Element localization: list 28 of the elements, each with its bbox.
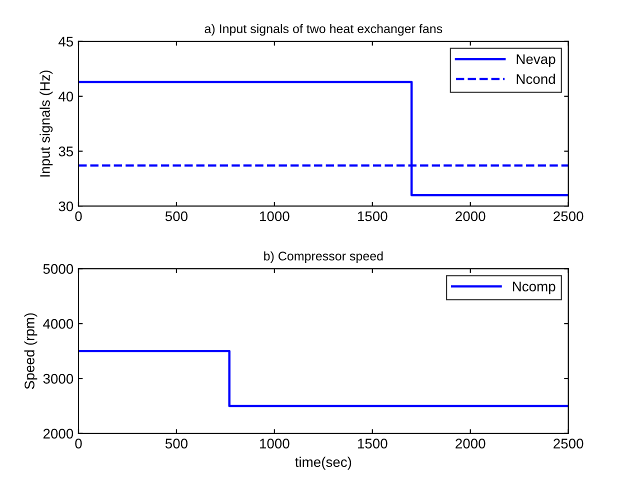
x-tick-label: 1500 bbox=[358, 211, 388, 222]
y-tick-label: 30 bbox=[58, 201, 74, 212]
chart-title: a) Input signals of two heat exchanger fans bbox=[204, 24, 442, 36]
y-tick-label: 2000 bbox=[43, 428, 74, 439]
legend-label: Ncond bbox=[516, 74, 555, 84]
legend-label: Nevap bbox=[516, 54, 556, 67]
x-tick-label: 500 bbox=[165, 438, 188, 448]
y-tick-label: 3000 bbox=[43, 374, 74, 384]
x-tick-label: 2000 bbox=[456, 211, 486, 222]
x-tick-label: 500 bbox=[165, 211, 188, 222]
x-tick-label: 1000 bbox=[260, 211, 290, 222]
x-tick-label: 2500 bbox=[554, 438, 584, 448]
y-tick-label: 5000 bbox=[43, 264, 74, 274]
y-tick-label: 4000 bbox=[43, 318, 74, 329]
x-tick-label: 2000 bbox=[456, 438, 486, 448]
y-tick-label: 40 bbox=[58, 92, 74, 102]
y-tick-label: 35 bbox=[58, 146, 74, 156]
chart-title: b) Compressor speed bbox=[264, 251, 383, 263]
y-axis-title: Input signals (Hz) bbox=[40, 70, 53, 177]
x-tick-label: 1000 bbox=[260, 438, 290, 448]
y-tick-label: 45 bbox=[58, 36, 74, 47]
y-axis-title: Speed (rpm) bbox=[24, 313, 38, 390]
x-tick-label: 2500 bbox=[554, 211, 584, 222]
legend-label: Ncomp bbox=[512, 282, 556, 294]
x-axis-title: time(sec) bbox=[295, 456, 352, 470]
x-tick-label: 0 bbox=[75, 438, 82, 448]
x-tick-label: 0 bbox=[75, 211, 82, 222]
x-tick-label: 1500 bbox=[358, 438, 388, 448]
